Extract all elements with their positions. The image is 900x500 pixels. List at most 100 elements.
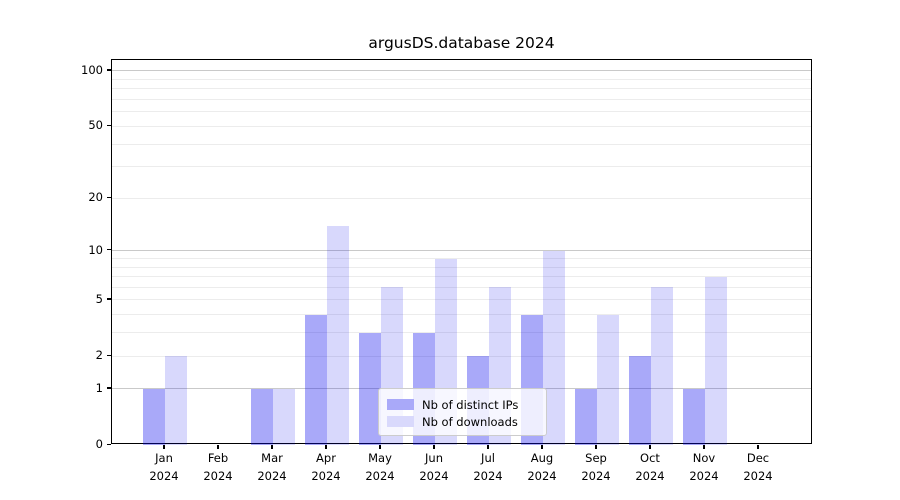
y-tick-label-5: 5 <box>95 291 103 306</box>
y-tick-label-20: 20 <box>88 190 103 205</box>
gridline-minor-60 <box>112 111 811 113</box>
x-tick-year: 2024 <box>419 468 449 483</box>
bar-downloads-sep <box>597 314 619 445</box>
x-tick-label-sep: Sep 2024 <box>566 450 626 485</box>
legend-item-downloads: Nb of downloads <box>387 413 538 430</box>
x-tick-label-jan: Jan 2024 <box>134 450 194 485</box>
x-tick-year: 2024 <box>203 468 233 483</box>
gridline-minor-6 <box>112 286 811 288</box>
x-tick-month: Apr <box>316 451 336 465</box>
y-tick-mark-0 <box>107 443 111 445</box>
x-tick-label-may: May 2024 <box>350 450 410 485</box>
legend-swatch-downloads <box>387 416 414 427</box>
y-tick-mark-20 <box>107 196 111 198</box>
y-tick-mark-5 <box>107 298 111 300</box>
y-tick-label-10: 10 <box>88 242 103 257</box>
x-tick-mark-mar <box>271 444 273 449</box>
bar-distinct-ips-sep <box>575 388 597 445</box>
x-tick-year: 2024 <box>635 468 665 483</box>
x-tick-mark-oct <box>649 444 651 449</box>
x-tick-mark-jan <box>163 444 165 449</box>
gridline-minor-80 <box>112 88 811 90</box>
x-tick-month: Dec <box>746 451 770 465</box>
x-tick-year: 2024 <box>527 468 557 483</box>
gridline-minor-20 <box>112 197 811 199</box>
gridline-minor-40 <box>112 143 811 145</box>
x-tick-label-jul: Jul 2024 <box>458 450 518 485</box>
x-tick-label-jun: Jun 2024 <box>404 450 464 485</box>
x-tick-month: Sep <box>585 451 607 465</box>
gridline-minor-50 <box>112 125 811 127</box>
x-tick-month: Jul <box>481 451 495 465</box>
gridline-minor-90 <box>112 78 811 80</box>
bar-downloads-jan <box>165 356 187 445</box>
bar-downloads-apr <box>327 225 349 445</box>
chart-title: argusDS.database 2024 <box>368 34 555 52</box>
x-tick-mark-jun <box>433 444 435 449</box>
y-tick-mark-50 <box>107 124 111 126</box>
gridline-minor-3 <box>112 332 811 334</box>
x-tick-label-mar: Mar 2024 <box>242 450 302 485</box>
bar-downloads-oct <box>651 287 673 445</box>
x-tick-mark-aug <box>541 444 543 449</box>
x-tick-label-apr: Apr 2024 <box>296 450 356 485</box>
bar-downloads-nov <box>705 276 727 445</box>
gridline-minor-30 <box>112 166 811 168</box>
x-tick-year: 2024 <box>311 468 341 483</box>
y-tick-mark-1 <box>107 387 111 389</box>
x-tick-month: Aug <box>530 451 554 465</box>
x-tick-label-nov: Nov 2024 <box>674 450 734 485</box>
plot-area <box>111 59 812 445</box>
x-tick-month: Feb <box>207 451 229 465</box>
y-tick-mark-2 <box>107 354 111 356</box>
x-tick-year: 2024 <box>365 468 395 483</box>
legend-label-downloads: Nb of downloads <box>422 414 518 429</box>
x-tick-mark-feb <box>217 444 219 449</box>
bar-distinct-ips-apr <box>305 314 327 445</box>
x-tick-label-feb: Feb 2024 <box>188 450 248 485</box>
x-tick-label-dec: Dec 2024 <box>728 450 788 485</box>
gridline-minor-70 <box>112 99 811 101</box>
x-tick-month: Nov <box>692 451 716 465</box>
bar-distinct-ips-oct <box>629 356 651 445</box>
y-tick-label-1: 1 <box>95 380 103 395</box>
legend-label-distinct-ips: Nb of distinct IPs <box>422 397 519 412</box>
legend: Nb of distinct IPs Nb of downloads <box>378 388 547 436</box>
y-tick-label-0: 0 <box>95 437 103 452</box>
bar-distinct-ips-jan <box>143 388 165 445</box>
legend-item-distinct-ips: Nb of distinct IPs <box>387 396 538 413</box>
x-tick-month: May <box>368 451 392 465</box>
y-tick-label-50: 50 <box>88 118 103 133</box>
gridline-minor-4 <box>112 314 811 316</box>
y-tick-mark-100 <box>107 69 111 71</box>
x-tick-year: 2024 <box>581 468 611 483</box>
gridline-major-100 <box>112 70 811 72</box>
gridline-minor-5 <box>112 299 811 301</box>
y-tick-label-100: 100 <box>81 62 103 77</box>
x-tick-label-oct: Oct 2024 <box>620 450 680 485</box>
gridline-minor-9 <box>112 258 811 259</box>
x-tick-month: Oct <box>640 451 660 465</box>
x-tick-mark-may <box>379 444 381 449</box>
x-tick-label-aug: Aug 2024 <box>512 450 572 485</box>
bar-distinct-ips-nov <box>683 388 705 445</box>
gridline-minor-2 <box>112 355 811 357</box>
y-tick-mark-10 <box>107 249 111 251</box>
x-tick-mark-apr <box>325 444 327 449</box>
x-tick-year: 2024 <box>743 468 773 483</box>
x-tick-month: Mar <box>261 451 283 465</box>
x-tick-mark-nov <box>703 444 705 449</box>
x-tick-mark-jul <box>487 444 489 449</box>
x-tick-mark-sep <box>595 444 597 449</box>
bar-downloads-mar <box>273 388 295 445</box>
legend-swatch-distinct-ips <box>387 399 414 410</box>
y-tick-label-2: 2 <box>95 348 103 363</box>
x-tick-year: 2024 <box>473 468 503 483</box>
x-tick-year: 2024 <box>149 468 179 483</box>
x-tick-month: Jun <box>425 451 443 465</box>
gridline-minor-8 <box>112 266 811 268</box>
gridline-minor-7 <box>112 276 811 278</box>
gridline-major-10 <box>112 250 811 252</box>
bar-distinct-ips-may <box>359 332 381 445</box>
